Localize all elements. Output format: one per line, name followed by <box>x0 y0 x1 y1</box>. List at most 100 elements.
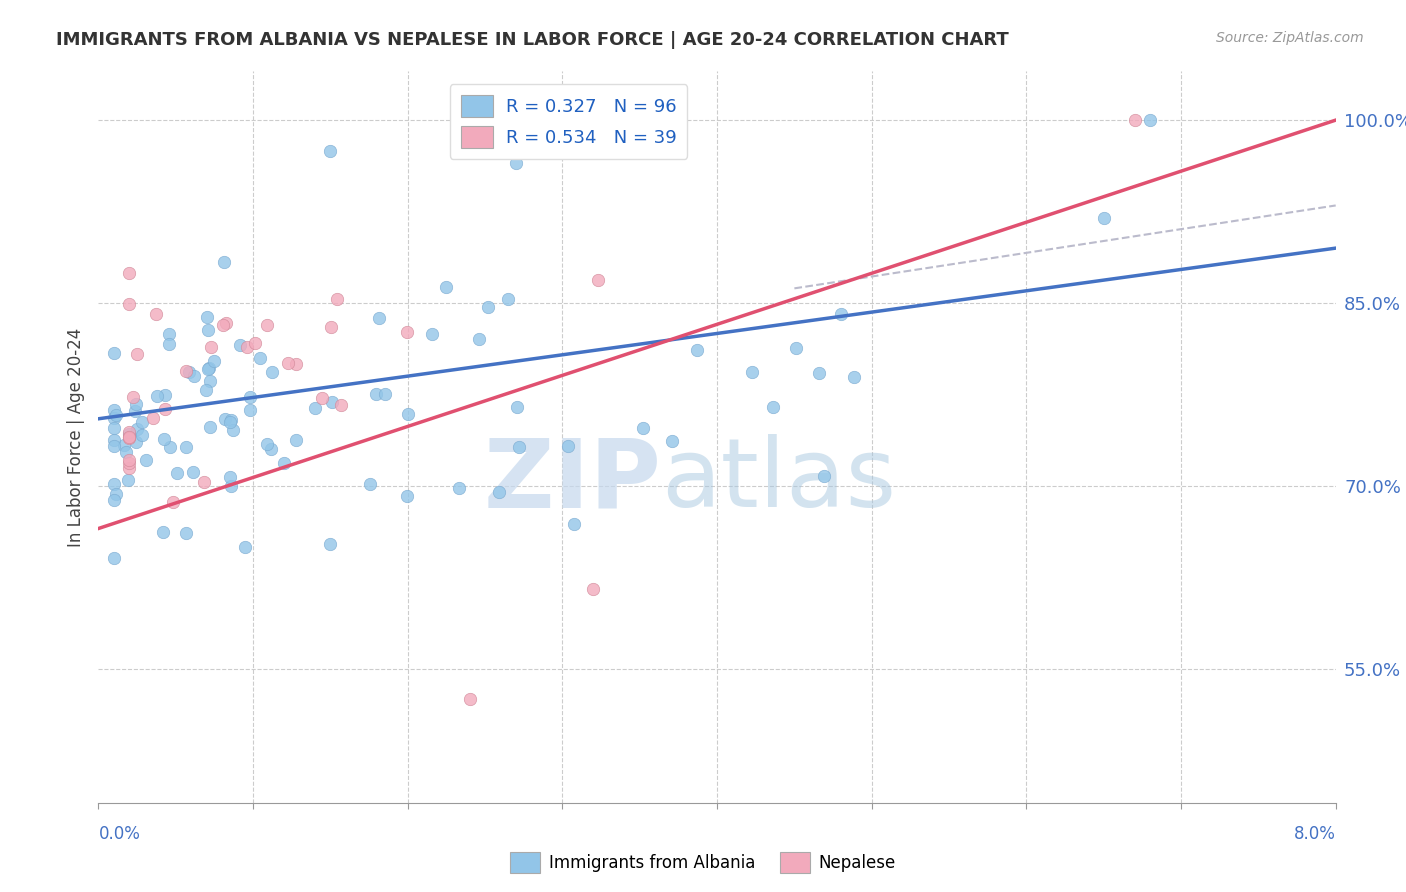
Point <box>202 354 225 368</box>
Point <box>112 437 135 451</box>
Point <box>273 455 295 469</box>
Point <box>686 343 709 357</box>
Point <box>183 369 205 384</box>
Point <box>631 421 654 435</box>
Point <box>181 465 204 479</box>
Point <box>661 434 683 448</box>
Point <box>212 254 235 268</box>
Point <box>260 442 283 457</box>
Point <box>564 517 586 532</box>
Point <box>153 402 176 417</box>
Point <box>359 476 381 491</box>
Point <box>142 410 165 425</box>
Point <box>157 337 180 351</box>
Point <box>319 144 342 158</box>
Point <box>249 351 271 365</box>
Point <box>174 364 197 378</box>
Point <box>174 440 197 454</box>
Point <box>506 400 529 414</box>
Point <box>198 360 221 375</box>
Point <box>219 412 242 426</box>
Text: Source: ZipAtlas.com: Source: ZipAtlas.com <box>1216 31 1364 45</box>
Point <box>321 395 343 409</box>
Point <box>239 390 262 404</box>
Point <box>152 432 174 446</box>
Point <box>447 482 470 496</box>
Point <box>319 319 342 334</box>
Point <box>135 453 157 467</box>
Point <box>131 427 153 442</box>
Point <box>396 490 419 504</box>
Point <box>458 692 481 706</box>
Point <box>103 403 125 417</box>
Point <box>215 316 238 330</box>
Point <box>118 461 141 475</box>
Point <box>311 391 333 405</box>
Point <box>256 318 278 333</box>
Point <box>243 336 266 351</box>
Point <box>146 389 169 403</box>
Point <box>118 456 141 470</box>
Point <box>124 434 146 449</box>
Text: 8.0%: 8.0% <box>1294 825 1336 843</box>
Point <box>118 430 141 444</box>
Point <box>434 280 457 294</box>
Point <box>256 437 278 451</box>
Point <box>374 386 396 401</box>
Point <box>239 403 262 417</box>
Point <box>488 485 510 500</box>
Point <box>330 398 353 412</box>
Point <box>325 292 347 306</box>
Point <box>813 469 835 483</box>
Point <box>105 487 128 501</box>
Legend: Immigrants from Albania, Nepalese: Immigrants from Albania, Nepalese <box>503 846 903 880</box>
Point <box>586 273 609 287</box>
Point <box>118 425 141 439</box>
Point <box>118 297 141 311</box>
Point <box>830 307 852 321</box>
Point <box>582 582 605 597</box>
Point <box>103 410 125 425</box>
Point <box>152 524 174 539</box>
Point <box>103 439 125 453</box>
Point <box>1139 113 1161 128</box>
Point <box>508 441 530 455</box>
Point <box>118 426 141 441</box>
Point <box>195 383 218 397</box>
Point <box>166 466 188 480</box>
Point <box>420 327 443 342</box>
Point <box>364 387 387 401</box>
Point <box>198 420 221 434</box>
Point <box>284 433 307 447</box>
Point <box>842 370 865 384</box>
Point <box>505 156 527 170</box>
Point <box>367 311 389 326</box>
Point <box>557 439 579 453</box>
Point <box>1123 113 1146 128</box>
Point <box>124 403 146 417</box>
Point <box>195 310 218 325</box>
Point <box>477 300 499 314</box>
Point <box>122 391 145 405</box>
Point <box>212 318 235 333</box>
Point <box>145 307 167 321</box>
Point <box>197 323 219 337</box>
Point <box>808 366 831 380</box>
Point <box>284 357 307 371</box>
Point <box>233 540 256 554</box>
Point <box>396 408 419 422</box>
Point <box>218 416 240 430</box>
Point <box>118 431 141 445</box>
Point <box>193 475 215 489</box>
Point <box>1092 211 1115 225</box>
Point <box>200 340 222 354</box>
Point <box>200 374 222 388</box>
Point <box>125 422 148 436</box>
Point <box>741 365 763 379</box>
Point <box>131 416 153 430</box>
Point <box>118 266 141 280</box>
Point <box>304 401 326 416</box>
Point <box>159 440 181 454</box>
Point <box>103 346 125 360</box>
Point <box>221 423 243 437</box>
